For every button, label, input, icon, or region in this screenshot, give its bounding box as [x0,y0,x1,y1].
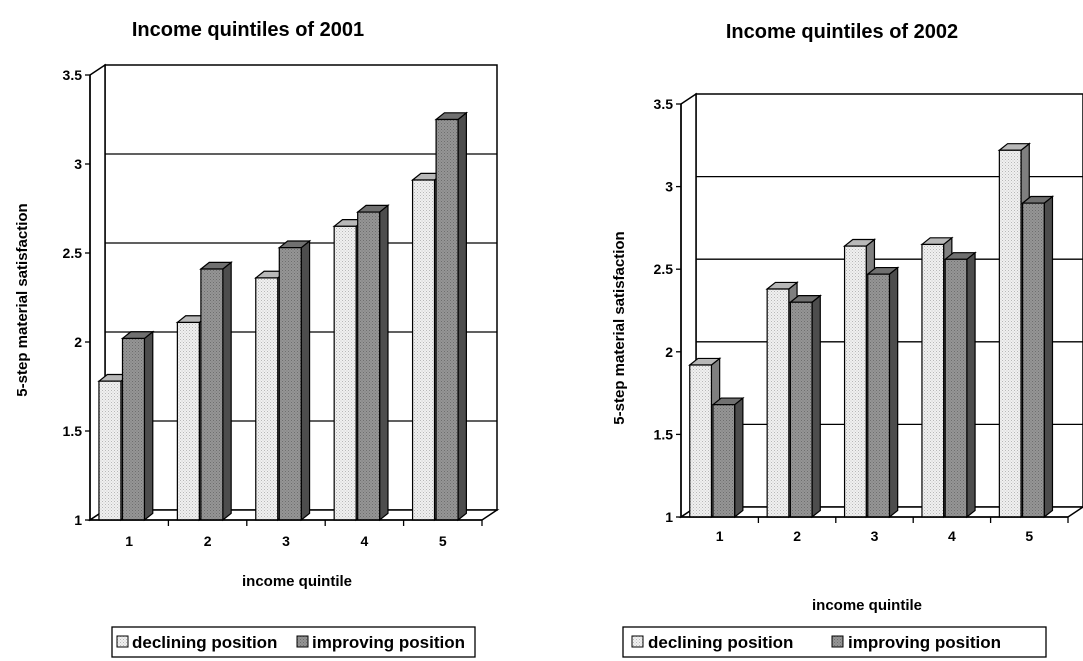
svg-text:5-step material satisfaction: 5-step material satisfaction [14,203,31,396]
x-tick-label: 4 [361,533,369,549]
bar-front [357,211,381,521]
x-tick-label: 2 [793,528,801,544]
y-tick-label: 2 [665,344,673,360]
y-tick-label: 1 [665,509,673,525]
bar-front [843,245,867,518]
x-tick-label: 1 [716,528,724,544]
legend-label-improving: improving position [312,633,465,652]
bar-front [333,225,357,521]
chart-title: Income quintiles of 2002 [726,21,958,43]
bar-front [1021,202,1045,518]
bar-side [300,239,311,522]
bar-front [176,321,200,521]
y-tick-label: 3 [665,179,673,195]
x-tick-label: 1 [125,533,133,549]
bar-front [921,243,945,518]
bar-side [143,330,154,522]
bar-front [200,268,224,521]
plot-area: 1 1.5 2 2.5 3 3.5 1 2 3 4 5 [654,92,1083,544]
y-tick-label: 1 [74,512,82,528]
bar-front [411,179,436,521]
bar-front [278,247,302,521]
bar-side [734,396,744,519]
legend-label-improving: improving position [848,633,1001,652]
bar-side [966,251,976,519]
chart-2001: Income quintiles of 2001 5-step material… [14,19,500,658]
bar-front [867,273,891,518]
legend-label-declining: declining position [132,633,277,652]
x-tick-label: 3 [871,528,879,544]
bar-side [1043,195,1054,519]
x-tick-label: 5 [439,533,447,549]
legend: declining position improving position [111,626,476,658]
bar-side [457,111,467,522]
plot-area: 1 1.5 2 2.5 3 3.5 1 2 3 4 5 [63,63,500,549]
bar-improving-q3 [277,239,312,522]
svg-text:5-step material satisfaction: 5-step material satisfaction [611,231,628,424]
chart-2002: Income quintiles of 2002 5-step material… [611,21,1083,658]
y-tick-label: 2 [74,334,82,350]
legend-swatch-declining [631,635,644,648]
chart-title: Income quintiles of 2001 [132,19,364,41]
bar-improving-q5 [1020,195,1055,519]
bar-improving-q2 [788,294,822,519]
legend-box [111,626,476,658]
bar-front [121,337,146,521]
y-tick-label: 3.5 [63,67,83,83]
legend-swatch-declining [116,635,129,648]
bar-side [811,294,821,519]
bar-improving-q4 [355,204,390,522]
bar-front [98,380,122,521]
bar-side [222,261,232,522]
bar-improving-q1 [120,330,155,522]
legend: declining position improving position [622,626,1047,658]
y-tick-label: 3 [74,156,82,172]
bar-front [944,258,968,518]
x-tick-label: 2 [204,533,212,549]
bar-front [712,404,736,518]
x-tick-label: 4 [948,528,956,544]
bar-side [379,204,389,522]
legend-label-declining: declining position [648,633,793,652]
y-tick-label: 3.5 [654,96,674,112]
x-axis-label: income quintile [812,597,922,614]
y-axis-label: 5-step material satisfaction [14,203,31,396]
bar-improving-q2 [199,261,233,522]
x-tick-label: 3 [282,533,290,549]
y-tick-label: 1.5 [63,423,83,439]
x-axis-label: income quintile [242,573,352,590]
x-tick-label: 5 [1025,528,1033,544]
bar-front [255,277,279,521]
bar-front [766,288,790,518]
y-tick-label: 2.5 [654,261,674,277]
bar-front [789,301,813,518]
y-axis-label: 5-step material satisfaction [611,231,628,424]
bar-improving-q3 [866,266,900,519]
bar-front [435,118,459,521]
y-tick-label: 2.5 [63,245,83,261]
bar-improving-q5 [434,111,469,522]
bar-side [888,266,899,519]
legend-swatch-improving [831,635,844,648]
legend-swatch-improving [296,635,309,648]
y-tick-label: 1.5 [654,426,674,442]
bar-front [998,149,1022,518]
bar-improving-q1 [711,396,745,519]
bar-front [689,364,713,518]
bar-improving-q4 [943,251,977,519]
